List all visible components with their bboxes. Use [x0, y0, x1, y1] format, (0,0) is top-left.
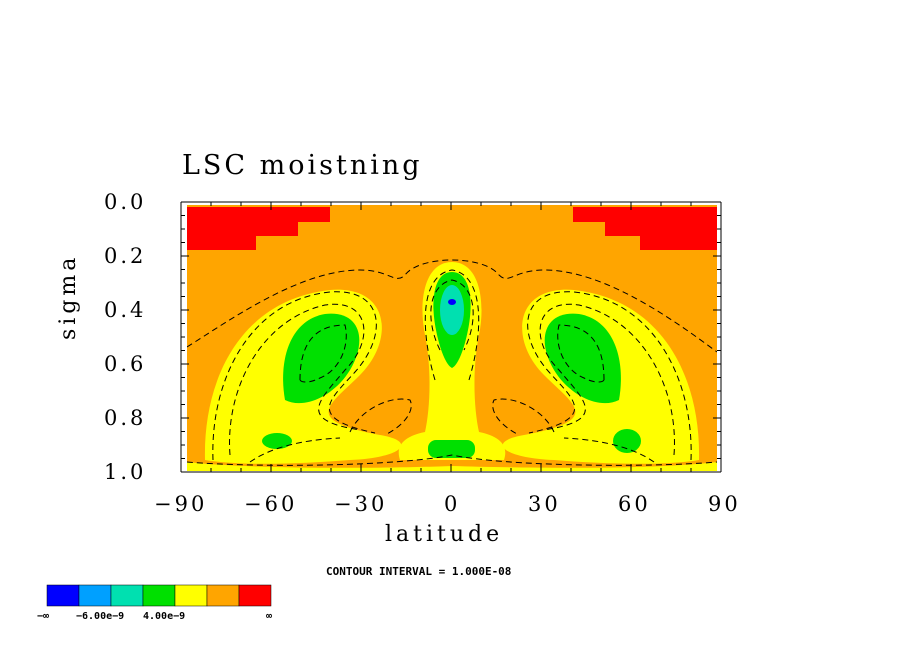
yellow-bottom-band: [187, 462, 717, 471]
green-region-left: [283, 313, 360, 404]
colorbar-label: −∞: [37, 611, 50, 622]
contour-line: [187, 259, 717, 353]
y-tick-label: 0.6: [104, 352, 147, 376]
colorbar-swatch: [46, 584, 80, 607]
contour-line: [527, 291, 692, 461]
colorbar-swatch: [142, 584, 176, 607]
y-tick-label: 0.2: [104, 244, 147, 268]
green-region-right: [544, 313, 621, 404]
colorbar-label: −6.00e−9: [76, 611, 125, 622]
green-spot-right: [613, 429, 641, 453]
colorbar-swatch: [174, 584, 208, 607]
contour-line: [212, 291, 377, 461]
contour-line: [430, 279, 474, 351]
y-axis-label: sigma: [56, 253, 81, 340]
x-tick-label: −60: [244, 492, 298, 516]
colorbar-swatch: [78, 584, 112, 607]
x-axis-label: latitude: [385, 522, 504, 547]
blue-spot-center: [448, 299, 456, 305]
contour-line: [492, 398, 555, 436]
green-spot-bottom-center: [428, 440, 475, 458]
x-tick-label: 60: [618, 492, 651, 516]
green-spot-left: [262, 433, 292, 449]
plot-area: [187, 205, 717, 471]
colorbar-swatch: [206, 584, 240, 607]
contour-line: [539, 303, 675, 456]
chart-title: LSC moistning: [182, 150, 423, 181]
colorbar-label: 4.00e−9: [143, 611, 186, 622]
y-tick-label: 0.4: [104, 298, 147, 322]
y-tick-label: 0.0: [104, 190, 147, 214]
contour-interval-note: CONTOUR INTERVAL = 1.000E-08: [326, 565, 512, 578]
contour-line: [249, 437, 341, 463]
red-region-left: [187, 207, 330, 250]
contour-line: [349, 398, 412, 436]
y-tick-label: 0.8: [104, 406, 147, 430]
contour-line: [557, 324, 605, 383]
contour-line: [299, 324, 347, 383]
colorbar: [46, 584, 272, 607]
colorbar-swatch: [238, 584, 272, 607]
colorbar-label: ∞: [266, 611, 273, 622]
red-region-right: [573, 207, 717, 250]
x-tick-label: 30: [528, 492, 561, 516]
x-tick-label: −30: [334, 492, 388, 516]
x-tick-label: 90: [708, 492, 741, 516]
contour-line: [563, 437, 655, 463]
x-tick-label: −90: [154, 492, 208, 516]
colorbar-swatch: [110, 584, 144, 607]
x-tick-label: 0: [444, 492, 461, 516]
cyan-region-center: [440, 285, 464, 335]
y-tick-label: 1.0: [104, 460, 147, 484]
tick-marks: [180, 201, 722, 473]
contour-line: [424, 269, 480, 381]
contour-line: [229, 303, 365, 456]
